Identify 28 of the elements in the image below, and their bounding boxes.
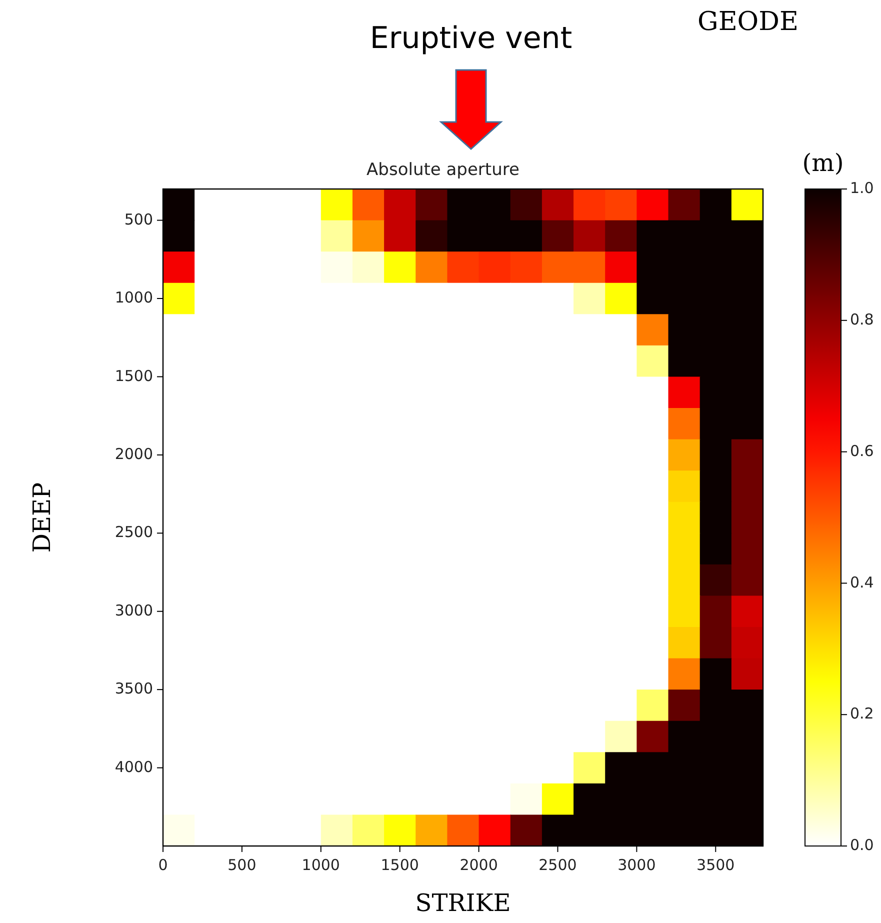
x-tick-label: 500 (228, 856, 256, 874)
color-bar-title: (m) (802, 149, 844, 177)
text: GEODE (698, 7, 798, 37)
color-bar-label: 0.0 (850, 836, 874, 854)
color-bar-label: 1.0 (850, 179, 874, 198)
x-tick-label: 1500 (380, 856, 419, 874)
x-tick-label: 2500 (538, 856, 577, 874)
y-tick-label: 1500 (114, 366, 153, 385)
color-bar-label: 0.4 (850, 573, 874, 592)
y-tick-label: 3500 (114, 680, 153, 698)
color-bar-label: 0.2 (850, 704, 874, 723)
x-tick-label: 2000 (460, 856, 498, 874)
x-tick-label: 1000 (302, 856, 340, 874)
y-tick-label: 4000 (114, 758, 153, 776)
chart-title: Absolute aperture (366, 160, 520, 180)
y-tick-label: 1000 (114, 288, 153, 307)
x-axis-title: STRIKE (415, 889, 511, 917)
color-bar-label: 0.6 (850, 442, 874, 460)
color-bar-label: 0.8 (850, 310, 874, 329)
y-tick-label: 2500 (114, 523, 153, 542)
x-tick-label: 3000 (618, 856, 656, 874)
x-tick-label: 3500 (696, 856, 735, 874)
y-tick-label: 3000 (114, 601, 153, 620)
y-axis-title: DEEP (28, 482, 56, 553)
x-tick-label: 0 (158, 856, 168, 874)
y-tick-label: 500 (124, 210, 153, 228)
text: Eruptive vent (370, 21, 572, 56)
y-tick-label: 2000 (114, 445, 153, 464)
